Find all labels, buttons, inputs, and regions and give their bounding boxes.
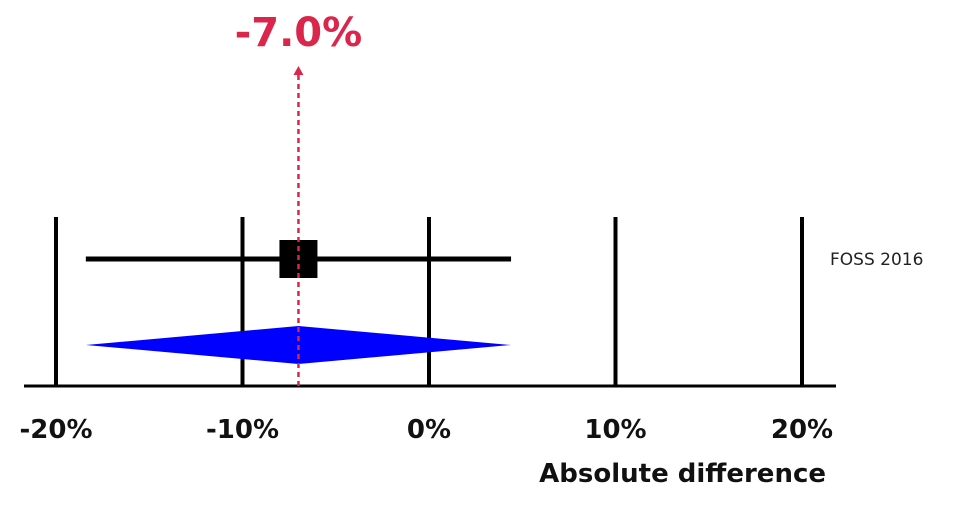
study-rows: FOSS 2016 [85,240,923,278]
x-tick-labels: -20% -10% 0% 10% 20% [19,415,833,445]
x-tick-label: -20% [19,415,92,445]
grid-lines [54,217,804,386]
x-tick-label: -10% [206,415,279,445]
x-tick-label: 10% [584,415,646,445]
pooled-estimate: -7.0% [85,10,512,386]
x-tick-label: 20% [771,415,833,445]
x-tick-label: 0% [407,415,451,445]
pooled-arrow-head [293,66,304,75]
x-axis-title: Absolute difference [539,459,826,489]
study-label: FOSS 2016 [830,250,923,270]
pooled-estimate-label: -7.0% [235,10,363,56]
